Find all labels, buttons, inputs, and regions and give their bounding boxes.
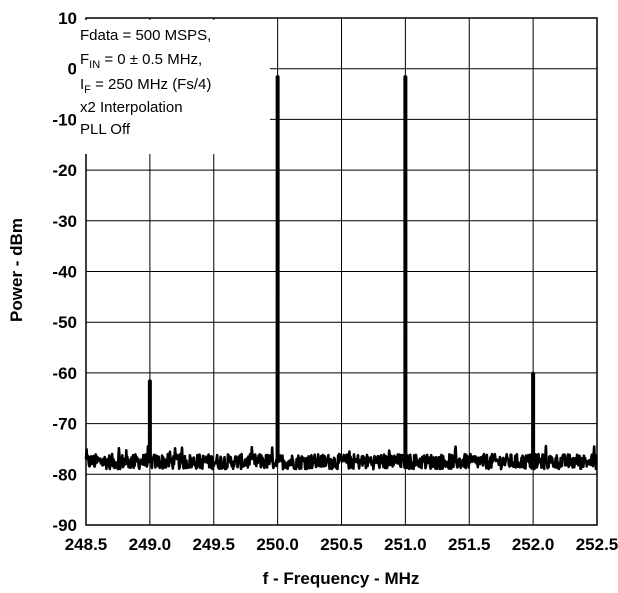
- x-tick-label: 250.0: [256, 535, 299, 554]
- x-tick-label: 251.5: [448, 535, 491, 554]
- x-tick-label: 252.5: [576, 535, 618, 554]
- y-tick-label: 0: [68, 60, 77, 79]
- x-tick-label: 250.5: [320, 535, 363, 554]
- y-tick-label: 10: [58, 9, 77, 28]
- annotation-line-3-rest: = 250 MHz (Fs/4): [91, 76, 211, 93]
- x-tick-label: 252.0: [512, 535, 555, 554]
- plot-frame: [85, 17, 598, 526]
- x-axis-label: f - Frequency - MHz: [263, 569, 420, 588]
- annotation-line-2-rest: = 0 ± 0.5 MHz,: [100, 51, 202, 68]
- y-tick-label: -30: [52, 212, 77, 231]
- annotation-box: Fdata = 500 MSPS, FIN = 0 ± 0.5 MHz, IF …: [76, 20, 270, 154]
- y-tick-label: -70: [52, 415, 77, 434]
- annotation-line-2-sub: IN: [89, 59, 100, 71]
- x-tick-label: 248.5: [65, 535, 108, 554]
- x-axis-ticks: 248.5 249.0 249.5 250.0 250.5 251.0 251.5 252.0…: [65, 535, 618, 554]
- annotation-line-3-prefix: I: [80, 76, 84, 93]
- annotation-line-1: Fdata = 500 MSPS,: [80, 27, 211, 44]
- y-tick-label: -80: [52, 465, 77, 484]
- y-tick-label: -40: [52, 263, 77, 282]
- annotation-line-2: FIN = 0 ± 0.5 MHz,: [80, 51, 202, 71]
- x-tick-label: 251.0: [384, 535, 427, 554]
- annotation-background: [76, 20, 270, 154]
- y-tick-label: -60: [52, 364, 77, 383]
- x-tick-label: 249.5: [192, 535, 235, 554]
- annotation-line-3-sub: F: [84, 84, 91, 96]
- spectrum-line: [84, 75, 598, 471]
- y-axis-label: Power - dBm: [7, 218, 26, 322]
- annotation-line-4: x2 Interpolation: [80, 99, 183, 116]
- annotation-line-2-prefix: F: [80, 51, 89, 68]
- y-axis-ticks: 10 0 -10 -20 -30 -40 -50 -60 -70 -80 -90: [52, 9, 77, 535]
- y-tick-label: -90: [52, 516, 77, 535]
- y-tick-label: -10: [52, 110, 77, 129]
- y-tick-label: -50: [52, 313, 77, 332]
- x-tick-label: 249.0: [129, 535, 172, 554]
- y-tick-label: -20: [52, 161, 77, 180]
- annotation-line-5: PLL Off: [80, 121, 131, 138]
- spectrum-trace: [84, 75, 598, 471]
- annotation-line-3: IF = 250 MHz (Fs/4): [80, 76, 211, 96]
